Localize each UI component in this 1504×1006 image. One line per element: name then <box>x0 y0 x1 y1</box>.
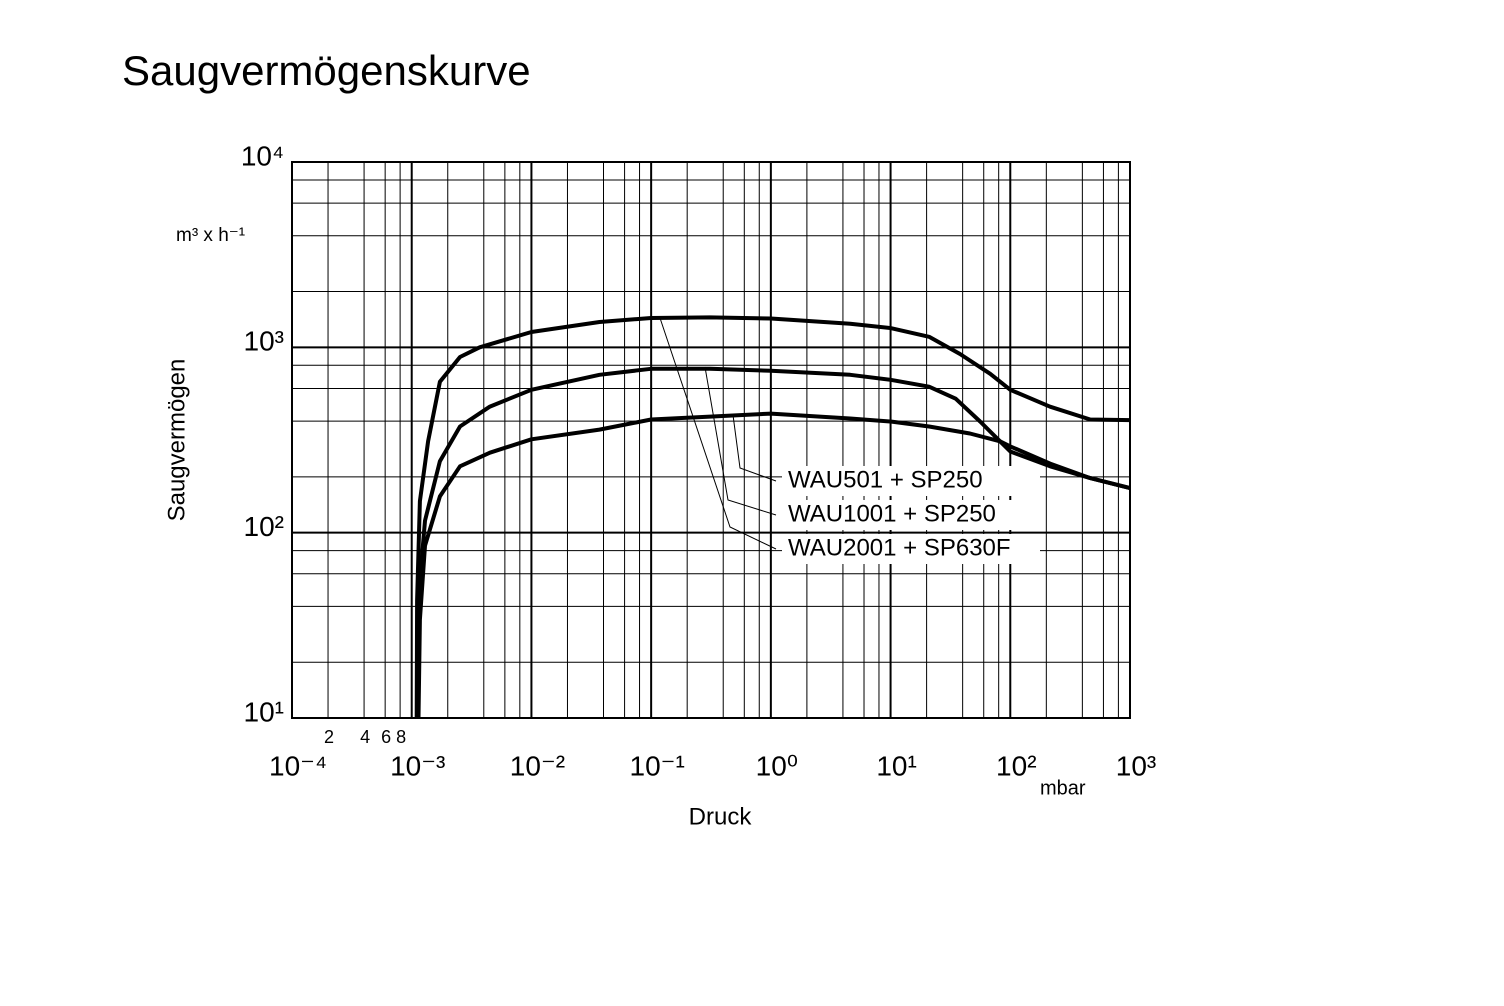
legend-background <box>782 500 1040 530</box>
x-minor-tick-label: 4 <box>360 727 370 747</box>
series-line <box>414 315 1131 719</box>
x-axis-label: Druck <box>689 803 753 830</box>
series-line <box>416 366 1131 719</box>
leader-line <box>659 317 777 550</box>
legend-label: WAU501 + SP250 <box>788 466 983 493</box>
x-tick-label: 10⁻⁴ <box>269 750 327 781</box>
legend-background <box>782 466 1040 496</box>
x-tick-label: 10⁻³ <box>390 750 445 781</box>
y-unit: m³ x h⁻¹ <box>176 225 245 246</box>
x-tick-label: 10¹ <box>876 750 916 781</box>
x-tick-label: 10⁰ <box>756 750 798 781</box>
x-tick-label: 10² <box>996 750 1036 781</box>
y-tick-label: 10¹ <box>244 696 284 727</box>
x-tick-label: 10³ <box>1116 750 1156 781</box>
y-axis-label: Saugvermögen <box>163 359 190 522</box>
y-tick-label: 10⁴ <box>241 140 284 171</box>
x-tick-label: 10⁻² <box>510 750 565 781</box>
legend-label: WAU2001 + SP630F <box>788 534 1011 561</box>
chart-title: Saugvermögenskurve <box>122 47 531 94</box>
x-tick-label: 10⁻¹ <box>630 750 685 781</box>
x-minor-tick-label: 6 <box>381 727 391 747</box>
leader-line <box>732 414 777 482</box>
plot-frame <box>291 161 1131 719</box>
x-unit: mbar <box>1040 777 1086 799</box>
leader-line <box>704 366 777 516</box>
y-tick-label: 10³ <box>244 326 284 357</box>
legend-label: WAU1001 + SP250 <box>788 500 996 527</box>
y-tick-label: 10² <box>244 511 284 542</box>
legend-background <box>782 534 1040 564</box>
x-minor-tick-label: 2 <box>324 727 334 747</box>
series-line <box>416 411 1131 719</box>
x-minor-tick-label: 8 <box>396 727 406 747</box>
